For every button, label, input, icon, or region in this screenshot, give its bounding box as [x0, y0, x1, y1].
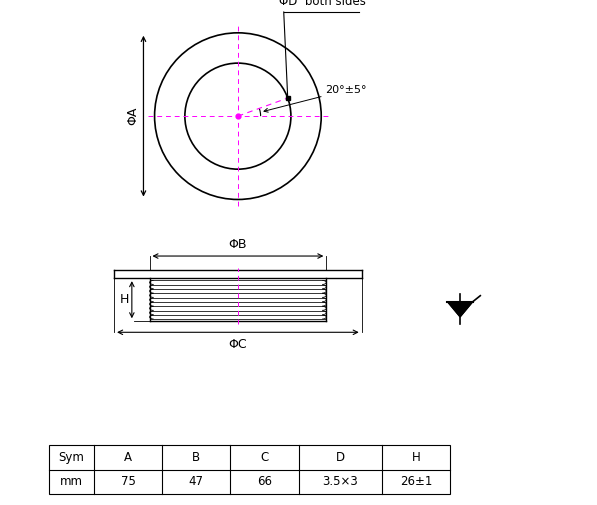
Text: mm: mm	[60, 475, 83, 488]
Text: 26±1: 26±1	[400, 475, 432, 488]
Text: 47: 47	[189, 475, 204, 488]
Text: Sym: Sym	[59, 451, 84, 464]
Polygon shape	[448, 301, 473, 317]
Text: 66: 66	[257, 475, 272, 488]
Bar	[48, 445, 450, 494]
Text: ΦB: ΦB	[229, 238, 247, 251]
Text: B: B	[192, 451, 201, 464]
Text: 3.5×3: 3.5×3	[322, 475, 358, 488]
Text: H: H	[120, 293, 130, 306]
Text: H: H	[411, 451, 420, 464]
Text: 75: 75	[121, 475, 136, 488]
Text: ΦA: ΦA	[126, 107, 139, 125]
Text: A: A	[124, 451, 132, 464]
Text: 20°±5°: 20°±5°	[325, 85, 367, 95]
Text: C: C	[260, 451, 269, 464]
Text: ΦD  both sides: ΦD both sides	[279, 0, 365, 8]
Text: ΦC: ΦC	[229, 338, 247, 351]
Text: D: D	[336, 451, 344, 464]
